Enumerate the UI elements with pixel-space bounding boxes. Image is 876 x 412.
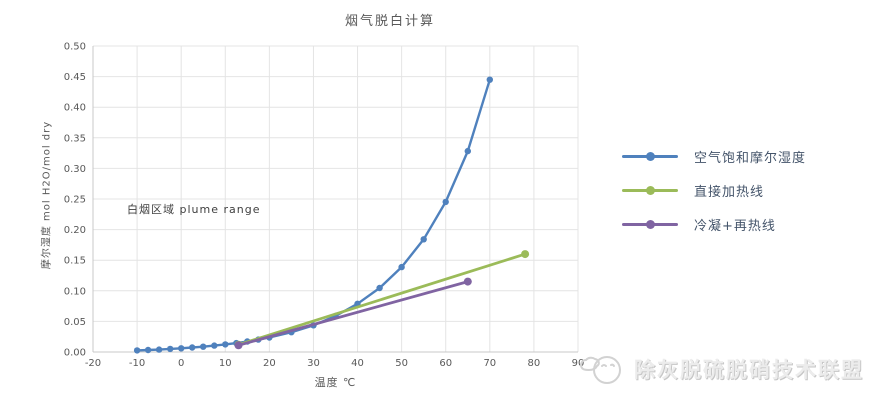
legend-label: 冷凝+再热线 bbox=[694, 219, 776, 234]
x-tick-label: 50 bbox=[395, 358, 408, 369]
x-tick-label: 40 bbox=[351, 358, 364, 369]
data-point-marker bbox=[442, 198, 449, 206]
data-point-marker bbox=[167, 345, 174, 353]
y-tick-label: 0.15 bbox=[64, 256, 86, 267]
legend-label: 空气饱和摩尔湿度 bbox=[694, 151, 807, 166]
legend-label: 直接加热线 bbox=[694, 185, 765, 200]
x-tick-label: 80 bbox=[528, 358, 541, 369]
x-tick-label: 70 bbox=[483, 358, 496, 369]
legend-line-marker-icon bbox=[622, 152, 678, 161]
legend-item-saturation: 空气饱和摩尔湿度 bbox=[622, 146, 806, 167]
legend-line-marker-icon bbox=[622, 220, 678, 229]
data-point-marker bbox=[463, 277, 472, 286]
series-line-2 bbox=[237, 280, 470, 347]
x-tick-label: 0 bbox=[178, 358, 184, 369]
y-tick-label: 0.30 bbox=[64, 164, 86, 175]
data-point-marker bbox=[398, 263, 405, 271]
legend-item-direct-heating: 直接加热线 bbox=[622, 180, 806, 201]
data-point-marker bbox=[155, 346, 163, 353]
watermark: 除灰脱硫脱硝技术联盟 bbox=[576, 346, 864, 392]
data-point-marker bbox=[234, 341, 243, 350]
x-tick-label: 30 bbox=[307, 358, 320, 369]
series-line-1 bbox=[237, 252, 527, 347]
y-tick-label: 0.45 bbox=[64, 72, 86, 83]
data-point-marker bbox=[189, 344, 196, 351]
y-tick-label: 0.25 bbox=[64, 195, 86, 206]
data-point-marker bbox=[178, 345, 185, 352]
data-point-marker bbox=[144, 346, 152, 354]
legend-line-marker-icon bbox=[622, 186, 678, 195]
chart-legend: 空气饱和摩尔湿度 直接加热线 冷凝+再热线 bbox=[622, 146, 806, 248]
data-point-marker bbox=[222, 341, 229, 348]
data-point-marker bbox=[211, 342, 218, 349]
legend-item-condense-reheat: 冷凝+再热线 bbox=[622, 214, 806, 235]
data-point-marker bbox=[464, 147, 471, 155]
data-point-marker bbox=[420, 236, 427, 243]
y-tick-label: 0.00 bbox=[64, 348, 86, 359]
chart-title: 烟气脱白计算 bbox=[344, 14, 435, 29]
x-axis-title: 温度 ℃ bbox=[314, 376, 357, 389]
y-tick-label: 0.50 bbox=[64, 42, 86, 53]
x-tick-label: 20 bbox=[263, 358, 276, 369]
x-tick-label: 90 bbox=[572, 358, 585, 369]
plume-range-annotation: 白烟区域 plume range bbox=[127, 203, 261, 216]
data-point-marker bbox=[521, 250, 530, 259]
y-tick-label: 0.35 bbox=[64, 133, 86, 144]
x-tick-label: -20 bbox=[85, 358, 101, 369]
y-tick-label: 0.40 bbox=[64, 103, 86, 114]
cloud-logo-icon bbox=[580, 356, 621, 384]
data-point-marker bbox=[200, 343, 207, 350]
x-tick-label: 60 bbox=[439, 358, 452, 369]
y-tick-label: 0.20 bbox=[64, 225, 86, 236]
x-tick-label: -10 bbox=[129, 358, 145, 369]
y-tick-label: 0.10 bbox=[64, 286, 86, 297]
x-tick-label: 10 bbox=[219, 358, 232, 369]
y-tick-label: 0.05 bbox=[64, 317, 86, 328]
data-point-marker bbox=[376, 284, 383, 292]
data-point-marker bbox=[486, 76, 493, 83]
data-point-marker bbox=[133, 347, 141, 354]
watermark-text: 除灰脱硫脱硝技术联盟 bbox=[634, 358, 864, 382]
